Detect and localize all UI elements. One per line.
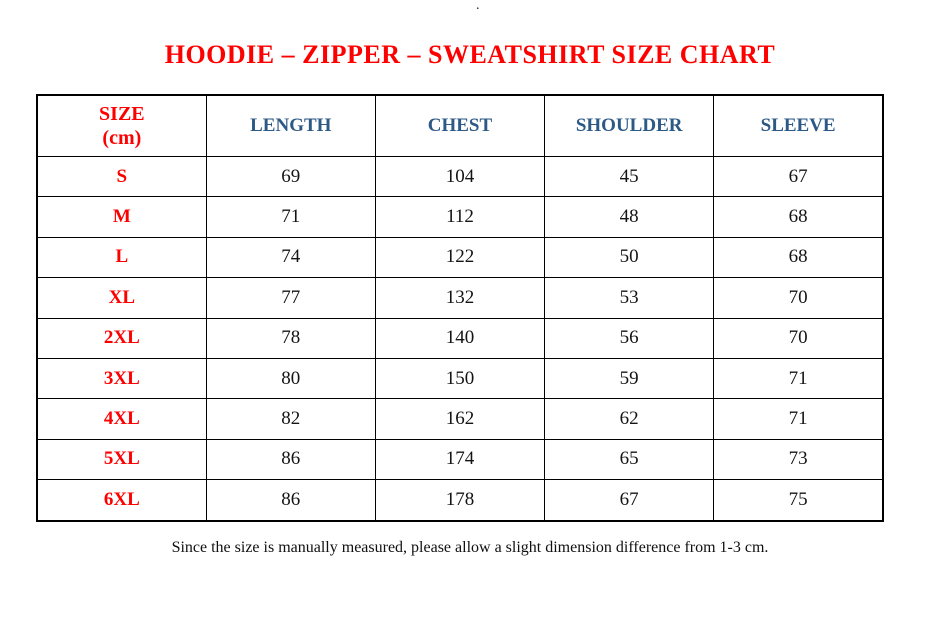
- chest-value: 140: [374, 317, 546, 359]
- size-label: 3XL: [36, 357, 207, 400]
- sleeve-value: 75: [713, 479, 884, 522]
- size-label: L: [36, 236, 207, 279]
- page-title: HOODIE – ZIPPER – SWEATSHIRT SIZE CHART: [164, 40, 776, 69]
- shoulder-value: 53: [544, 277, 715, 319]
- column-header-sleeve: SLEEVE: [713, 94, 884, 157]
- size-label: S: [36, 155, 207, 198]
- shoulder-value: 65: [544, 438, 715, 481]
- shoulder-value: 56: [544, 317, 715, 359]
- chest-value: 150: [374, 357, 546, 400]
- length-value: 69: [205, 155, 376, 198]
- shoulder-value: 45: [544, 155, 715, 198]
- chest-value: 174: [374, 438, 546, 481]
- length-value: 80: [205, 357, 376, 400]
- sleeve-value: 73: [713, 438, 884, 481]
- chest-value: 112: [374, 196, 546, 238]
- table-row-5xl: 5XL 86 174 65 73: [36, 438, 884, 481]
- sleeve-value: 70: [713, 277, 884, 319]
- column-header-size-cm: SIZE (cm): [36, 94, 207, 157]
- length-value: 74: [205, 236, 376, 279]
- chest-value: 162: [374, 398, 546, 440]
- shoulder-value: 59: [544, 357, 715, 400]
- shoulder-value: 67: [544, 479, 715, 522]
- stray-period: .: [476, 0, 480, 13]
- measurement-note: Since the size is manually measured, ple…: [171, 539, 769, 556]
- sleeve-value: 68: [713, 236, 884, 279]
- sleeve-value: 71: [713, 398, 884, 440]
- chest-value: 104: [374, 155, 546, 198]
- size-label: 2XL: [36, 317, 207, 359]
- table-row-2xl: 2XL 78 140 56 70: [36, 317, 884, 359]
- table-row-s: S 69 104 45 67: [36, 155, 884, 198]
- size-chart-table: SIZE (cm) LENGTH CHEST SHOULDER SLEEVE S…: [36, 94, 884, 522]
- sleeve-value: 67: [713, 155, 884, 198]
- table-row-3xl: 3XL 80 150 59 71: [36, 357, 884, 400]
- length-value: 82: [205, 398, 376, 440]
- shoulder-value: 62: [544, 398, 715, 440]
- chest-value: 132: [374, 277, 546, 319]
- size-label: 5XL: [36, 438, 207, 481]
- column-header-shoulder: SHOULDER: [544, 94, 715, 157]
- shoulder-value: 48: [544, 196, 715, 238]
- size-label: M: [36, 196, 207, 238]
- length-value: 86: [205, 479, 376, 522]
- sleeve-value: 70: [713, 317, 884, 359]
- column-header-chest: CHEST: [374, 94, 546, 157]
- size-label: 6XL: [36, 479, 207, 522]
- column-header-length: LENGTH: [205, 94, 376, 157]
- sleeve-value: 71: [713, 357, 884, 400]
- chest-value: 178: [374, 479, 546, 522]
- table-row-4xl: 4XL 82 162 62 71: [36, 398, 884, 440]
- sleeve-value: 68: [713, 196, 884, 238]
- length-value: 71: [205, 196, 376, 238]
- table-row-m: M 71 112 48 68: [36, 196, 884, 238]
- chest-value: 122: [374, 236, 546, 279]
- length-value: 77: [205, 277, 376, 319]
- shoulder-value: 50: [544, 236, 715, 279]
- length-value: 86: [205, 438, 376, 481]
- table-row-6xl: 6XL 86 178 67 75: [36, 479, 884, 522]
- table-header-row: SIZE (cm) LENGTH CHEST SHOULDER SLEEVE: [36, 94, 884, 157]
- table-row-l: L 74 122 50 68: [36, 236, 884, 279]
- table-row-xl: XL 77 132 53 70: [36, 277, 884, 319]
- size-label: XL: [36, 277, 207, 319]
- length-value: 78: [205, 317, 376, 359]
- size-label: 4XL: [36, 398, 207, 440]
